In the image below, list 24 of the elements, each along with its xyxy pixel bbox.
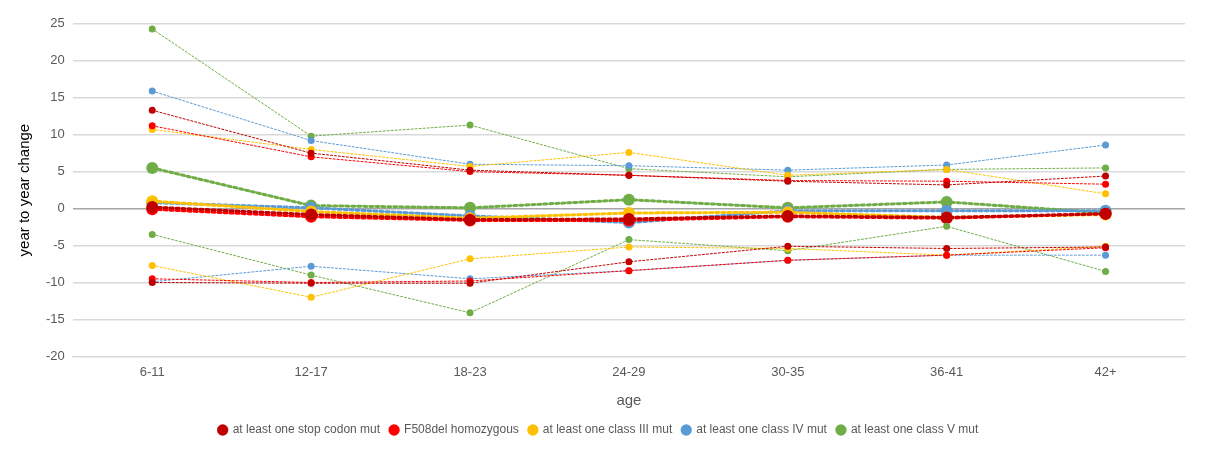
legend-label: at least one class V mut bbox=[850, 422, 980, 437]
y-tick-label: 0 bbox=[57, 200, 65, 216]
y-tick-label: 25 bbox=[50, 15, 65, 31]
x-tick-label: 36-41 bbox=[930, 363, 964, 379]
y-axis-title: year to year change bbox=[15, 123, 33, 257]
y-tick-label: -15 bbox=[45, 311, 65, 327]
x-tick-label: 24-29 bbox=[612, 363, 646, 379]
y-tick-label: 20 bbox=[50, 52, 65, 68]
y-tick-label: 10 bbox=[50, 126, 65, 142]
x-tick-label: 42+ bbox=[1094, 363, 1117, 379]
y-tick-label: -5 bbox=[53, 237, 65, 253]
legend-label: at least one class III mut bbox=[542, 422, 673, 437]
y-tick-label: -20 bbox=[45, 347, 65, 363]
x-tick-label: 6-11 bbox=[139, 363, 165, 379]
y-tick-label: 15 bbox=[50, 89, 65, 105]
y-tick-label: 5 bbox=[57, 163, 65, 179]
legend-label: at least one class IV mut bbox=[696, 422, 828, 437]
x-tick-label: 12-17 bbox=[294, 363, 328, 379]
x-axis-title: age bbox=[616, 391, 642, 409]
y-tick-label: -10 bbox=[45, 274, 65, 290]
x-tick-label: 18-23 bbox=[453, 363, 487, 379]
legend-label: at least one stop codon mut bbox=[232, 422, 381, 437]
legend-label: F508del homozygous bbox=[404, 422, 519, 437]
x-tick-label: 30-35 bbox=[771, 363, 805, 379]
